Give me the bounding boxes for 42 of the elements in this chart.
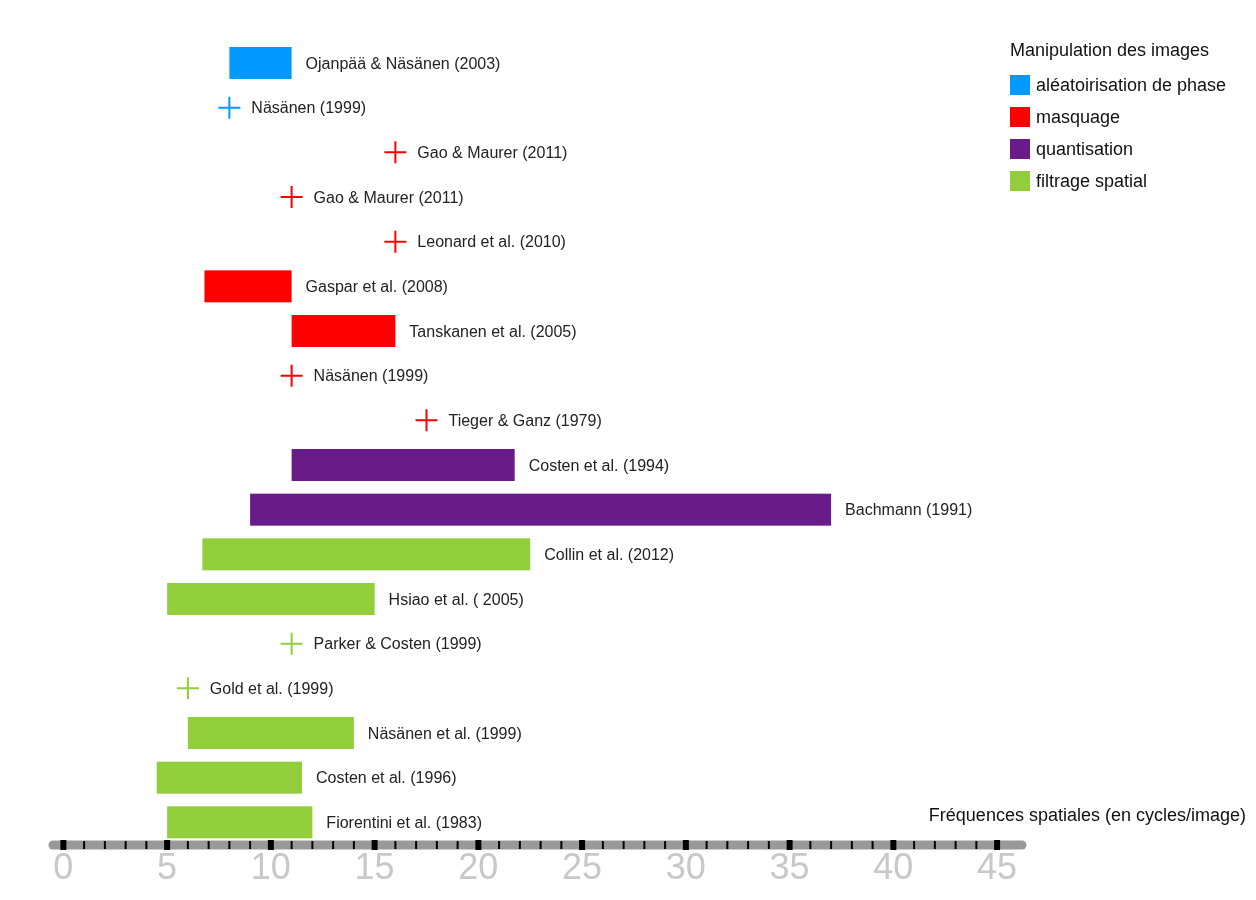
bar [204, 270, 292, 303]
y-tick-label: Parker & Costen (1999) [313, 635, 482, 653]
point [415, 409, 438, 432]
y-tick-label: Costen et al. (1996) [315, 769, 457, 787]
legend-label: aléatoirisation de phase [1036, 74, 1227, 96]
legend-label: masquage [1036, 106, 1121, 128]
point [280, 632, 303, 655]
bar [156, 761, 302, 794]
y-tick-label: Näsänen (1999) [251, 99, 367, 117]
point [384, 230, 407, 253]
bar [167, 583, 375, 615]
y-tick-label: Gao & Maurer (2011) [417, 143, 568, 161]
bar [250, 493, 832, 526]
y-tick-label: Tanskanen et al. (2005) [409, 322, 577, 340]
y-tick-label: Costen et al. (1994) [528, 456, 670, 474]
bar [202, 538, 531, 571]
point [176, 677, 199, 700]
y-tick-label: Fiorentini et al. (1983) [326, 813, 483, 831]
point [280, 186, 303, 208]
y-tick-label: Tieger & Ganz (1979) [448, 411, 602, 429]
point [218, 96, 241, 119]
y-tick-label: Gaspar et al. (2008) [305, 277, 448, 295]
y-tick-label: Leonard et al. (2010) [417, 233, 566, 251]
bar [291, 315, 396, 347]
y-tick-label: Näsänen et al. (1999) [367, 724, 522, 742]
bar [167, 806, 313, 839]
y-tick-label: Bachmann (1991) [845, 501, 973, 519]
legend-title: Manipulation des images [1010, 40, 1211, 61]
bar [187, 717, 354, 749]
y-tick-label: Gao & Maurer (2011) [313, 188, 464, 206]
y-tick-label: Näsänen (1999) [313, 367, 429, 385]
y-tick-label: Collin et al. (2012) [544, 545, 675, 563]
bar [291, 449, 515, 481]
point [384, 141, 407, 164]
x-axis-title: Fréquences spatiales (en cycles/image) [928, 805, 1246, 826]
point [280, 364, 303, 387]
y-tick-label: Hsiao et al. ( 2005) [388, 590, 524, 608]
legend-label: filtrage spatial [1036, 170, 1148, 192]
y-tick-label: Gold et al. (1999) [209, 679, 334, 697]
bar [229, 47, 292, 79]
legend-label: quantisation [1036, 138, 1134, 160]
y-tick-label: Ojanpää & Näsänen (2003) [305, 54, 501, 72]
